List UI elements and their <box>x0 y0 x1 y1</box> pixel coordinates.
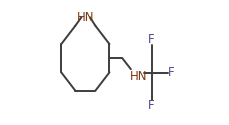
Text: F: F <box>148 33 154 46</box>
Text: HN: HN <box>76 11 94 24</box>
Text: F: F <box>148 99 154 112</box>
Text: F: F <box>167 66 174 79</box>
Text: HN: HN <box>130 70 147 83</box>
